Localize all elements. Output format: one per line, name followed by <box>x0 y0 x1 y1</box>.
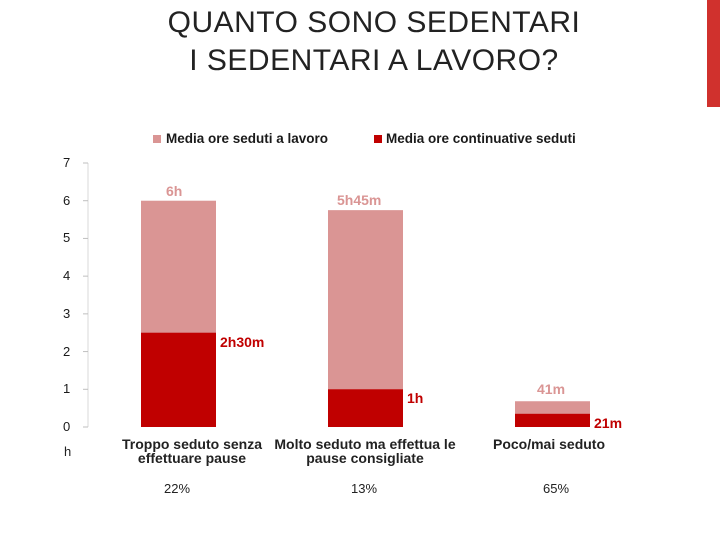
bar-continuous <box>328 389 403 427</box>
data-label-continuous: 21m <box>594 414 623 431</box>
title-line-2: I SEDENTARI A LAVORO? <box>189 44 559 77</box>
y-axis-tick-label: 6 <box>63 192 71 208</box>
x-axis-category-label: Troppo seduto senza effettuare pause <box>82 437 302 465</box>
title-line-1: QUANTO SONO SEDENTARI <box>167 6 581 39</box>
y-axis-tick-label: 4 <box>63 268 71 284</box>
category-label-line: Molto seduto ma effettua le <box>274 436 456 452</box>
category-label-line: effettuare pause <box>137 450 247 466</box>
category-label-line: Troppo seduto senza <box>121 436 262 452</box>
y-axis-tick-label: 2 <box>63 343 71 359</box>
legend-label-total: Media ore seduti a lavoro <box>166 131 329 146</box>
y-axis-unit-label: h <box>64 444 72 459</box>
category-percentage: 22% <box>163 481 191 496</box>
data-label-total: 6h <box>166 182 183 199</box>
x-axis-category-label: Molto seduto ma effettua le pause consigl… <box>255 437 475 465</box>
category-label-line: pause consigliate <box>306 450 424 466</box>
data-label-total: 5h45m <box>337 192 382 209</box>
y-axis-tick-label: 3 <box>63 305 71 321</box>
slide-title: QUANTO SONO SEDENTARI I SEDENTARI A LAVO… <box>0 4 720 80</box>
category-percentage: 65% <box>542 481 570 496</box>
legend-swatch-total <box>153 135 161 143</box>
bar-continuous <box>515 413 590 427</box>
x-axis-category-label: Poco/mai seduto <box>439 437 659 451</box>
category-percentage: 13% <box>350 481 378 496</box>
data-label-continuous: 1h <box>407 390 424 407</box>
data-label-continuous: 2h30m <box>220 333 265 350</box>
y-axis-tick-label: 5 <box>63 230 71 246</box>
data-label-total: 41m <box>537 381 566 398</box>
category-label-line: Poco/mai seduto <box>492 436 606 452</box>
bar-continuous <box>141 332 216 427</box>
legend-label-continuous: Media ore continuative seduti <box>386 131 576 146</box>
y-axis-tick-label: 7 <box>63 155 71 170</box>
legend-swatch-continuous <box>374 135 382 143</box>
y-axis-tick-label: 0 <box>63 419 71 434</box>
y-axis-tick-label: 1 <box>63 381 71 397</box>
accent-bar <box>707 0 720 107</box>
